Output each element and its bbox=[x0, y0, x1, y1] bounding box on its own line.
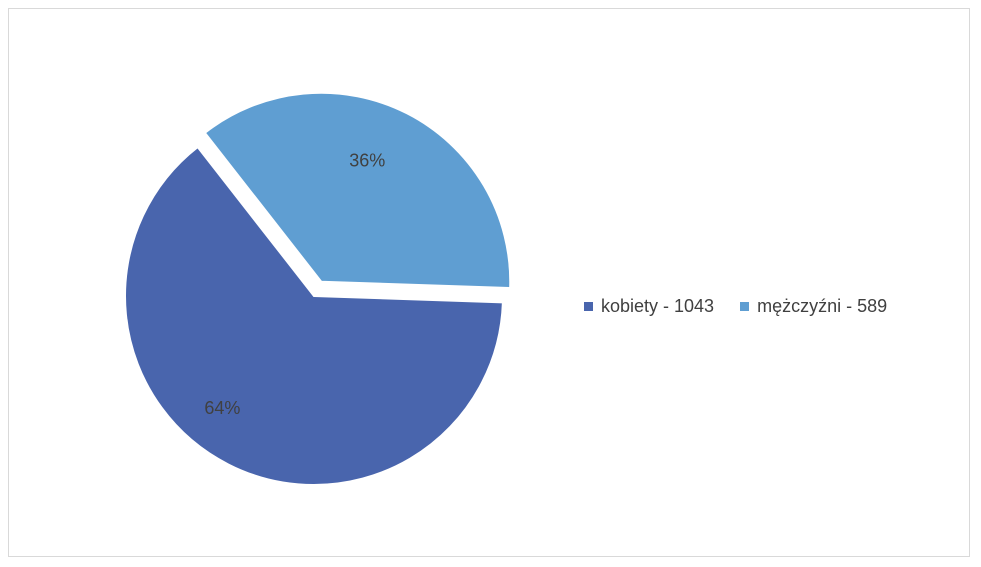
legend-label-mezczyzni: mężczyźni - 589 bbox=[757, 296, 888, 316]
data-label-mezczyzni: 36% bbox=[349, 150, 385, 170]
data-label-kobiety: 64% bbox=[204, 398, 240, 418]
pie-slice-kobiety bbox=[124, 145, 504, 486]
legend-item-kobiety: kobiety - 1043 bbox=[584, 296, 714, 317]
legend-swatch-kobiety bbox=[584, 302, 593, 311]
legend-item-mezczyzni: mężczyźni - 589 bbox=[740, 296, 887, 317]
pie-slice-mezczyzni bbox=[203, 91, 512, 290]
legend-label-kobiety: kobiety - 1043 bbox=[601, 296, 715, 316]
legend: kobiety - 1043 mężczyźni - 589 bbox=[584, 296, 913, 317]
legend-swatch-mezczyzni bbox=[740, 302, 750, 311]
